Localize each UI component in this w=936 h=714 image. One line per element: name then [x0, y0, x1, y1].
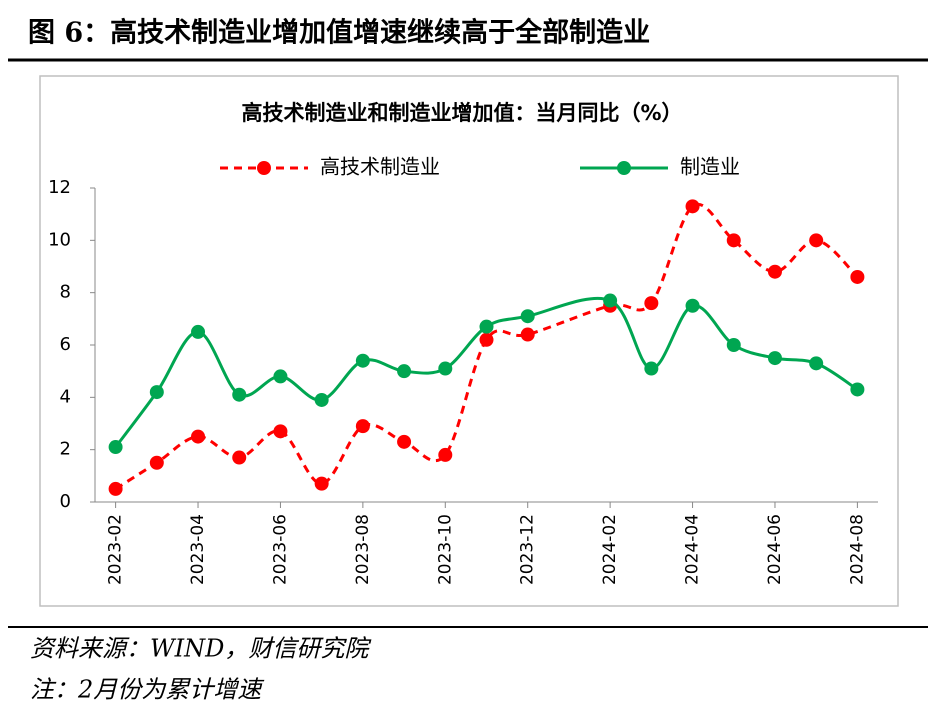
- x-tick-label: 2023-02: [106, 514, 126, 585]
- data-point: [644, 361, 659, 376]
- data-point: [479, 332, 494, 347]
- data-point: [397, 364, 412, 379]
- data-point: [232, 387, 247, 402]
- y-tick-label: 4: [60, 386, 71, 407]
- data-point: [809, 233, 824, 248]
- y-tick-label: 6: [60, 334, 71, 355]
- data-point: [273, 369, 288, 384]
- x-tick-label: 2023-12: [518, 514, 538, 585]
- x-tick-label: 2023-10: [435, 514, 455, 585]
- chart-frame: [39, 75, 899, 607]
- x-tick-label: 2024-08: [847, 514, 867, 585]
- data-point: [644, 296, 659, 311]
- legend-marker: [617, 161, 631, 175]
- data-point: [108, 481, 123, 496]
- data-point: [232, 450, 247, 465]
- chart-title: 高技术制造业和制造业增加值：当月同比（%）: [241, 101, 682, 125]
- data-point: [149, 455, 164, 470]
- data-point: [850, 269, 865, 284]
- x-tick-label: 2023-04: [188, 514, 208, 585]
- data-point: [520, 327, 535, 342]
- data-point: [603, 293, 618, 308]
- data-point: [355, 419, 370, 434]
- data-point: [438, 447, 453, 462]
- data-point: [767, 351, 782, 366]
- data-point: [438, 361, 453, 376]
- y-tick-label: 2: [60, 439, 71, 460]
- data-point: [314, 392, 329, 407]
- data-point: [397, 434, 412, 449]
- data-point: [479, 319, 494, 334]
- legend-label: 高技术制造业: [320, 155, 440, 179]
- data-point: [685, 199, 700, 214]
- legend-label: 制造业: [680, 155, 740, 179]
- y-tick-label: 8: [60, 282, 71, 303]
- data-point: [191, 324, 206, 339]
- data-point: [314, 476, 329, 491]
- x-tick-label: 2023-08: [353, 514, 373, 585]
- x-tick-label: 2024-06: [765, 514, 785, 585]
- data-point: [108, 440, 123, 455]
- y-tick-label: 0: [60, 491, 71, 512]
- data-point: [273, 424, 288, 439]
- legend-marker: [257, 161, 271, 175]
- x-tick-label: 2024-04: [683, 514, 703, 585]
- footnote: 注：2月份为累计增速: [30, 676, 265, 704]
- data-point: [149, 385, 164, 400]
- data-point: [809, 356, 824, 371]
- data-point: [191, 429, 206, 444]
- data-point: [520, 309, 535, 324]
- data-point: [355, 353, 370, 368]
- x-tick-label: 2023-06: [270, 514, 290, 585]
- data-point: [850, 382, 865, 397]
- data-point: [685, 298, 700, 313]
- source-note: 资料来源：WIND，财信研究院: [30, 635, 372, 663]
- data-point: [726, 233, 741, 248]
- data-point: [726, 338, 741, 352]
- y-tick-label: 10: [48, 229, 71, 250]
- x-tick-label: 2024-02: [600, 514, 620, 585]
- y-tick-label: 12: [48, 177, 71, 198]
- data-point: [767, 264, 782, 279]
- figure-title: 图 6：高技术制造业增加值增速继续高于全部制造业: [28, 17, 650, 49]
